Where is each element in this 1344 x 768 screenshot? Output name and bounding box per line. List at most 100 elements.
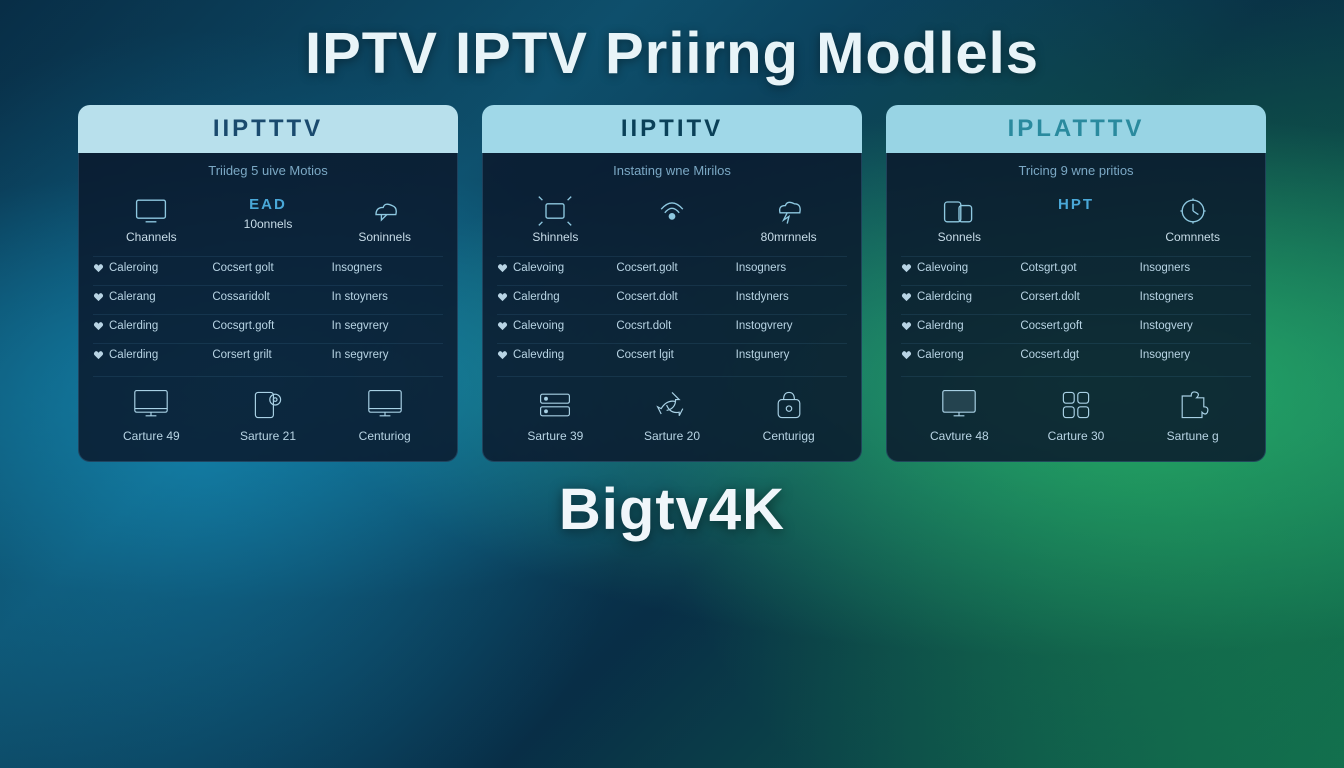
bottom-label: Carture 49 — [123, 429, 180, 443]
feature-cell: Instogvrery — [736, 320, 847, 332]
icon-label: Soninnels — [358, 230, 411, 244]
bottom-cell: Cavture 48 — [901, 387, 1018, 443]
feature-cell: Calerong — [901, 349, 1012, 361]
server-icon — [535, 387, 575, 423]
icon-cell-expand: Shinnels — [497, 196, 614, 244]
feature-row: Calerdng Cocsert.dolt Instdyners — [497, 285, 847, 308]
feature-cell: Cocsert golt — [212, 262, 323, 274]
feature-cell: Cocsert.dgt — [1020, 349, 1131, 361]
feature-cell: Caleroing — [93, 262, 204, 274]
feature-cell: Calerdcing — [901, 291, 1012, 303]
signal-broadcast-icon — [654, 196, 690, 226]
feature-cell: Cocsrt.dolt — [616, 320, 727, 332]
feature-row: Calerong Cocsert.dgt Insognery — [901, 343, 1251, 366]
feature-cell: Insogners — [736, 262, 847, 274]
icon-cell-signal — [614, 196, 731, 244]
page-title: IPTV IPTV Priirng Modlels — [305, 20, 1039, 87]
feature-row: Calerding Cocsgrt.goft In segvrery — [93, 314, 443, 337]
accent-label: EAD — [249, 196, 287, 213]
card-header: IIPTITV — [482, 105, 862, 153]
pricing-card-3: IPLATTTV Tricing 9 wne pritios Sonnels H… — [886, 105, 1266, 462]
monitor-icon — [365, 387, 405, 423]
feature-cell: Cocsgrt.goft — [212, 320, 323, 332]
pricing-card-2: IIPTITV Instating wne Mirilos Shinnels 8… — [482, 105, 862, 462]
heart-icon — [497, 263, 508, 274]
recycle-icon — [652, 387, 692, 423]
tv-icon — [133, 196, 169, 226]
feature-row: Caleroing Cocsert golt Insogners — [93, 256, 443, 279]
feature-cell: Calerang — [93, 291, 204, 303]
cloud-like-icon — [367, 196, 403, 226]
feature-row: Calerdng Cocsert.goft Instogvery — [901, 314, 1251, 337]
feature-cell: Calerding — [93, 320, 204, 332]
bottom-cell: Sarture 21 — [210, 387, 327, 443]
feature-cell: Corsert grilt — [212, 349, 323, 361]
heart-icon — [93, 292, 104, 303]
clock-icon — [1175, 196, 1211, 226]
bottom-cell: Centuriog — [326, 387, 443, 443]
top-icon-row: Shinnels 80mrnnels — [497, 190, 847, 250]
bottom-cell: Sarture 39 — [497, 387, 614, 443]
card-header: IIPTTTV — [78, 105, 458, 153]
feature-cell: Cocsert.goft — [1020, 320, 1131, 332]
feature-cell: Calevding — [497, 349, 608, 361]
bottom-cell: Carture 49 — [93, 387, 210, 443]
feature-cell: Insogners — [1140, 262, 1251, 274]
feature-cell: Cocsert.dolt — [616, 291, 727, 303]
lock-bag-icon — [769, 387, 809, 423]
icon-label: Shinnels — [532, 230, 578, 244]
heart-icon — [497, 292, 508, 303]
feature-cell: Instdyners — [736, 291, 847, 303]
icon-cell-ead: EAD 10onnels — [210, 196, 327, 244]
feature-cell: In segvrery — [332, 320, 443, 332]
feature-cell: Insognery — [1140, 349, 1251, 361]
feature-cell: Calerding — [93, 349, 204, 361]
icon-cell-clock: Comnnets — [1134, 196, 1251, 244]
feature-cell: Insogners — [332, 262, 443, 274]
feature-row: Calerang Cossaridolt In stoyners — [93, 285, 443, 308]
icon-cell-devices: Sonnels — [901, 196, 1018, 244]
bottom-cell: Sarture 20 — [614, 387, 731, 443]
feature-cell: Instogners — [1140, 291, 1251, 303]
icon-cell-hpt: HPT — [1018, 196, 1135, 244]
grid-apps-icon — [1056, 387, 1096, 423]
heart-icon — [901, 321, 912, 332]
heart-icon — [93, 263, 104, 274]
feature-cell: Instogvery — [1140, 320, 1251, 332]
bottom-label: Centuriog — [359, 429, 411, 443]
card-subtitle: Triideg 5 uive Motios — [93, 163, 443, 178]
icon-label: 10onnels — [244, 217, 293, 231]
feature-row: Calevding Cocsert lgit Instgunery — [497, 343, 847, 366]
heart-icon — [93, 321, 104, 332]
cloud-bolt-icon — [771, 196, 807, 226]
bottom-cell: Centurigg — [730, 387, 847, 443]
feature-cell: Calevoing — [497, 320, 608, 332]
bottom-label: Centurigg — [763, 429, 815, 443]
feature-row: Calerding Corsert grilt In segvrery — [93, 343, 443, 366]
bottom-cell: Carture 30 — [1018, 387, 1135, 443]
bottom-label: Sarture 21 — [240, 429, 296, 443]
monitor-icon — [131, 387, 171, 423]
top-icon-row: Sonnels HPT Comnnets — [901, 190, 1251, 250]
heart-icon — [497, 321, 508, 332]
heart-icon — [901, 292, 912, 303]
puzzle-icon — [1173, 387, 1213, 423]
bottom-label: Cavture 48 — [930, 429, 989, 443]
bottom-icon-row: Sarture 39 Sarture 20 Centurigg — [497, 376, 847, 447]
feature-cell: Corsert.dolt — [1020, 291, 1131, 303]
icon-label: 80mrnnels — [761, 230, 817, 244]
card-body: Tricing 9 wne pritios Sonnels HPT Comnne… — [886, 153, 1266, 462]
bottom-label: Sarture 39 — [527, 429, 583, 443]
expand-screen-icon — [537, 196, 573, 226]
feature-cell: In segvrery — [332, 349, 443, 361]
heart-icon — [497, 350, 508, 361]
brand-logo-text: Bigtv4K — [559, 476, 785, 543]
feature-cell: Calerdng — [901, 320, 1012, 332]
multi-device-icon — [941, 196, 977, 226]
icon-cell-channels: Channels — [93, 196, 210, 244]
accent-label: HPT — [1058, 196, 1094, 213]
icon-cell-cloud: Soninnels — [326, 196, 443, 244]
feature-cell: Cocsert.golt — [616, 262, 727, 274]
card-subtitle: Tricing 9 wne pritios — [901, 163, 1251, 178]
bottom-icon-row: Cavture 48 Carture 30 Sartune g — [901, 376, 1251, 447]
